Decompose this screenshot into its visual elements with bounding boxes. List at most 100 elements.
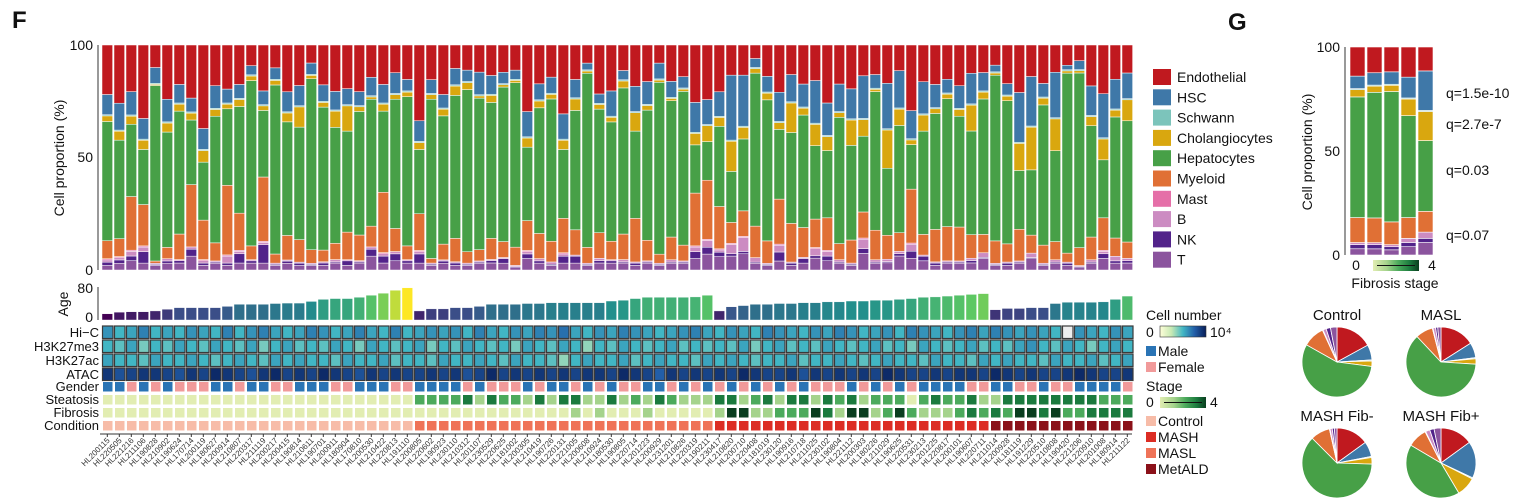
cell-number-h3k27me3 (173, 339, 186, 354)
cell-number-atac (989, 367, 1002, 382)
bar-segment-b (1121, 258, 1133, 261)
bar-segment-hsc (329, 91, 341, 111)
bar-segment-hepatocytes (1037, 104, 1049, 246)
bar-segment-b (233, 251, 245, 255)
gender-cell (871, 382, 881, 392)
bar-segment-myeloid (1013, 229, 1025, 262)
cell-number-atac (977, 367, 990, 382)
bar-segment-cholangiocytes (593, 104, 605, 110)
stage-bar-segment-hepatocytes (1349, 96, 1366, 218)
cell-number-hi-c (965, 325, 978, 340)
bar-segment-hsc (641, 81, 653, 105)
cell-number-h3k27ac (125, 353, 138, 368)
stage-bar-segment-hepatocytes (1366, 92, 1383, 219)
condition-cell-masl (607, 421, 617, 431)
bar-segment-t (389, 260, 401, 271)
steatosis-cell (475, 395, 485, 405)
cell-number-hi-c (1013, 325, 1026, 340)
gender-cell (763, 382, 773, 392)
steatosis-cell (1123, 395, 1133, 405)
cell-number-h3k27me3 (581, 339, 594, 354)
bar-segment-endothelial (353, 44, 365, 92)
age-bar (113, 311, 125, 321)
bar-segment-cholangiocytes (977, 91, 989, 100)
fibrosis-cell (523, 408, 533, 418)
bar-segment-cholangiocytes (617, 80, 629, 89)
bar-segment-myeloid (101, 240, 113, 259)
cell-number-h3k27ac (173, 353, 186, 368)
bar-segment-hsc (833, 83, 845, 112)
bar-segment-b (377, 253, 389, 257)
age-bar (905, 298, 917, 321)
cell-number-atac (905, 367, 918, 382)
bar-segment-t (557, 262, 569, 271)
bar-segment-cholangiocytes (581, 70, 593, 74)
age-bar (917, 297, 929, 321)
bar-segment-endothelial (425, 44, 437, 80)
bar-segment-nk (257, 244, 269, 264)
bar-segment-hsc (773, 92, 785, 122)
age-bar (653, 297, 665, 321)
gender-cell (151, 382, 161, 392)
bar-segment-b (713, 249, 725, 253)
condition-cell-control (127, 421, 137, 431)
cell-number-h3k27ac (413, 353, 426, 368)
cell-number-hi-c (329, 325, 342, 340)
bar-segment-nk (1097, 253, 1109, 259)
bar-segment-hepatocytes (665, 100, 677, 238)
bar-segment-t (869, 262, 881, 271)
bar-segment-endothelial (149, 44, 161, 68)
cell-number-atac (149, 367, 162, 382)
steatosis-cell (607, 395, 617, 405)
cell-number-h3k27me3 (773, 339, 786, 354)
bar-segment-myeloid (341, 231, 353, 260)
age-bar (401, 287, 413, 321)
cell-number-hi-c (137, 325, 150, 340)
age-bar (473, 306, 485, 321)
fibrosis-cell (1099, 408, 1109, 418)
age-bar (1121, 295, 1133, 321)
cell-number-h3k27ac (689, 353, 702, 368)
bar-segment-nk (713, 251, 725, 257)
condition-cell-masl (463, 421, 473, 431)
condition-cell-control (319, 421, 329, 431)
bar-segment-t (905, 258, 917, 271)
g-y-tick-50: 50 (1324, 143, 1340, 159)
fibrosis-cell (271, 408, 281, 418)
bar-segment-hsc (461, 69, 473, 82)
bar-segment-t (677, 262, 689, 271)
fibrosis-cell (367, 408, 377, 418)
cell-number-atac (641, 367, 654, 382)
steatosis-cell (103, 395, 113, 405)
pie-title-mash-fib-: MASH Fib+ (1402, 408, 1479, 425)
bar-segment-b (545, 261, 557, 265)
bar-segment-endothelial (437, 44, 449, 95)
steatosis-cell (859, 395, 869, 405)
steatosis-cell (187, 395, 197, 405)
bar-segment-endothelial (533, 44, 545, 85)
cell-number-h3k27ac (293, 353, 306, 368)
bar-segment-endothelial (677, 44, 689, 77)
bar-segment-myeloid (845, 239, 857, 264)
cell-number-h3k27me3 (197, 339, 210, 354)
gender-cell (223, 382, 233, 392)
bar-segment-hsc (857, 75, 869, 119)
age-bar (353, 297, 365, 321)
bar-segment-endothelial (713, 44, 725, 93)
bar-segment-hepatocytes (1061, 72, 1073, 254)
gender-cell (1039, 382, 1049, 392)
bar-segment-cholangiocytes (281, 112, 293, 123)
bar-segment-hepatocytes (461, 89, 473, 252)
gender-cell (703, 382, 713, 392)
condition-cell-control (139, 421, 149, 431)
cell-number-h3k27me3 (521, 339, 534, 354)
condition-cell-mash (727, 421, 737, 431)
bar-segment-myeloid (773, 198, 785, 245)
pie-title-mash-fib-: MASH Fib- (1300, 408, 1373, 425)
bar-segment-t (737, 253, 749, 271)
steatosis-cell (295, 395, 305, 405)
bar-segment-nk (293, 263, 305, 266)
bar-segment-t (173, 262, 185, 271)
bar-segment-t (113, 263, 125, 271)
bar-segment-t (293, 265, 305, 271)
